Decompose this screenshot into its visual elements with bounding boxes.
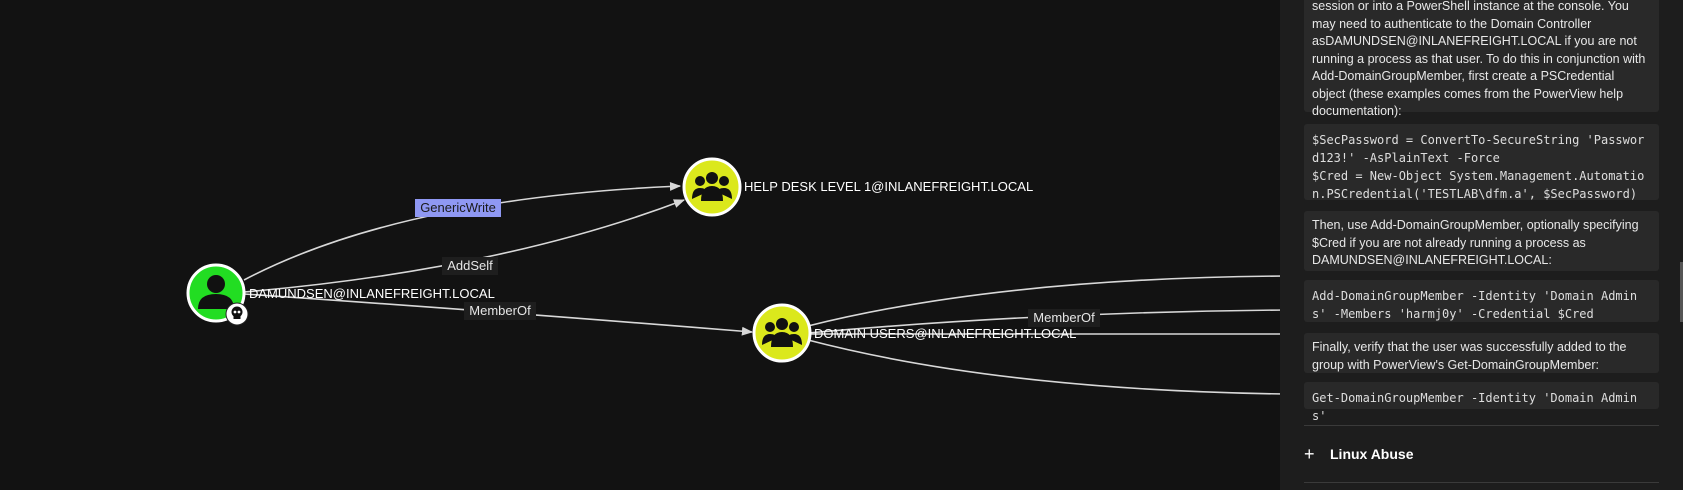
code-block-add-member[interactable]: Add-DomainGroupMember -Identity 'Domain … <box>1304 280 1659 322</box>
code-block-get-member[interactable]: Get-DomainGroupMember -Identity 'Domain … <box>1304 382 1659 423</box>
edge-label-text: MemberOf <box>1033 310 1095 325</box>
group-icon <box>692 172 732 201</box>
node-label: DOMAIN USERS@INLANEFREIGHT.LOCAL <box>814 326 1076 341</box>
linux-abuse-section-toggle[interactable]: + Linux Abuse <box>1304 440 1659 468</box>
abuse-text-add-member: Then, use Add-DomainGroupMember, optiona… <box>1304 211 1659 271</box>
node-group-help-desk[interactable]: HELP DESK LEVEL 1@INLANEFREIGHT.LOCAL <box>682 157 1033 217</box>
abuse-intro-text: session or into a PowerShell instance at… <box>1304 0 1659 118</box>
edge-label-text: MemberOf <box>469 303 531 318</box>
user-icon <box>198 275 234 309</box>
edge-domain-users-out-4[interactable] <box>807 339 1286 395</box>
section-title: Linux Abuse <box>1330 446 1414 462</box>
edge-label-member-of-1[interactable]: MemberOf <box>464 302 536 320</box>
edge-label-generic-write[interactable]: GenericWrite <box>415 199 501 217</box>
edge-info-panel[interactable]: session or into a PowerShell instance at… <box>1280 0 1683 490</box>
group-icon <box>762 318 802 347</box>
edge-domain-users-out-1[interactable] <box>807 275 1286 327</box>
node-user-damundsen[interactable]: DAMUNDSEN@INLANEFREIGHT.LOCAL <box>186 263 495 326</box>
node-group-domain-users[interactable]: DOMAIN USERS@INLANEFREIGHT.LOCAL <box>752 303 1076 363</box>
code-block-pscredential[interactable]: $SecPassword = ConvertTo-SecureString 'P… <box>1304 124 1659 201</box>
edge-label-text: GenericWrite <box>420 200 496 215</box>
skull-icon <box>225 302 249 326</box>
abuse-text-verify: Finally, verify that the user was succes… <box>1304 333 1659 373</box>
edge-label-member-of-2[interactable]: MemberOf <box>1028 309 1100 327</box>
section-divider <box>1304 482 1659 483</box>
edge-label-text: AddSelf <box>447 258 493 273</box>
edge-label-add-self[interactable]: AddSelf <box>442 257 498 275</box>
section-divider <box>1304 425 1659 426</box>
plus-icon: + <box>1304 443 1315 464</box>
node-label: HELP DESK LEVEL 1@INLANEFREIGHT.LOCAL <box>744 179 1033 194</box>
node-label: DAMUNDSEN@INLANEFREIGHT.LOCAL <box>249 286 495 301</box>
scrollbar[interactable] <box>1680 262 1683 322</box>
